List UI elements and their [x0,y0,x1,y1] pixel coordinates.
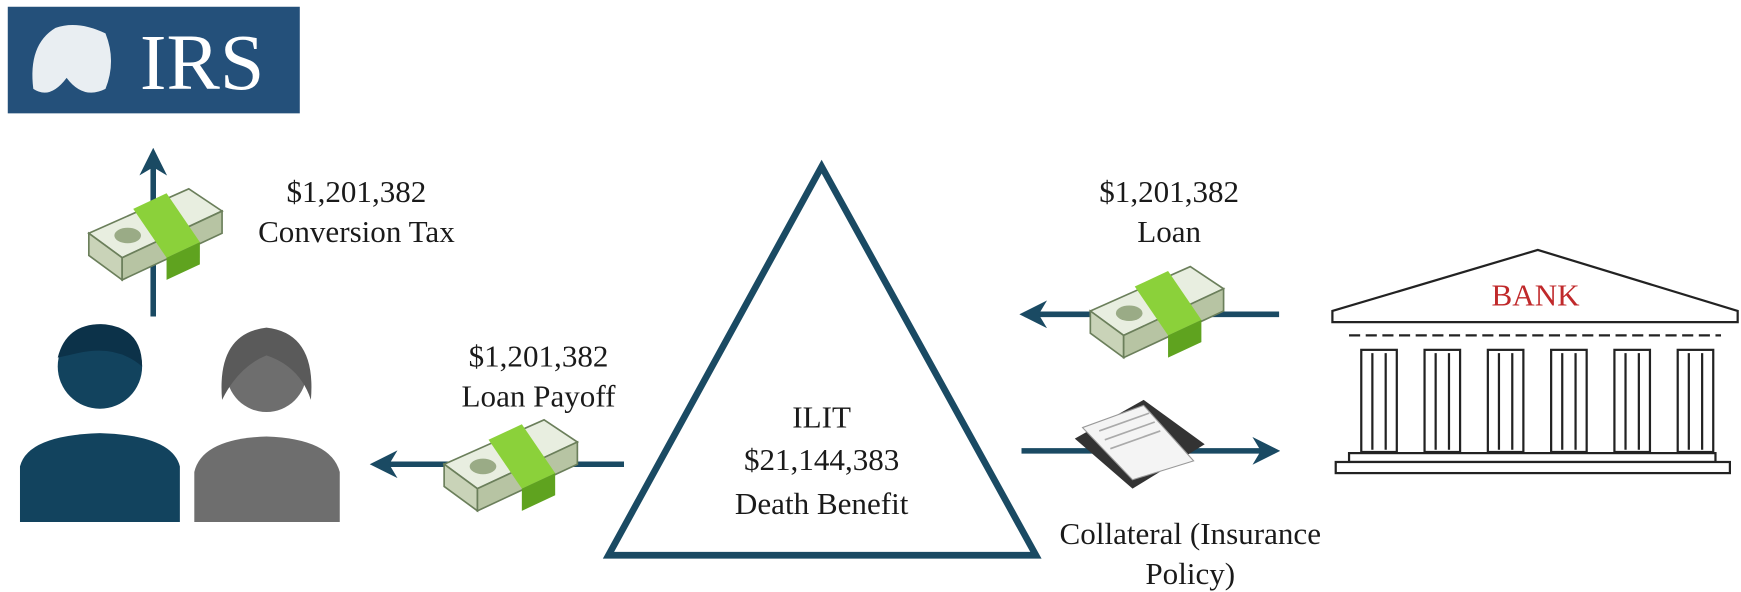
flow-label: Policy) [1145,556,1235,591]
amount: $1,201,382 [469,339,609,374]
logo-text: IRS [140,19,264,107]
flow-label: Collateral (Insurance [1060,516,1321,551]
diagram: IRS $1,201,382 Conversion Tax $1,201,382… [0,0,1741,592]
bank-label: BANK [1492,277,1581,312]
ilit-text: ILIT [792,400,851,435]
persons [20,324,340,522]
ilit-text: Death Benefit [735,486,909,521]
amount: $1,201,382 [1099,174,1239,209]
ilit-text: $21,144,383 [744,442,899,477]
amount: $1,201,382 [286,174,426,209]
money [1090,267,1223,358]
flow-label: Loan Payoff [462,378,617,413]
flow-label: Conversion Tax [258,214,455,249]
flow-label: Loan [1137,214,1201,249]
money [444,420,577,511]
irs-logo: IRS [8,7,300,114]
documents [1075,400,1205,489]
